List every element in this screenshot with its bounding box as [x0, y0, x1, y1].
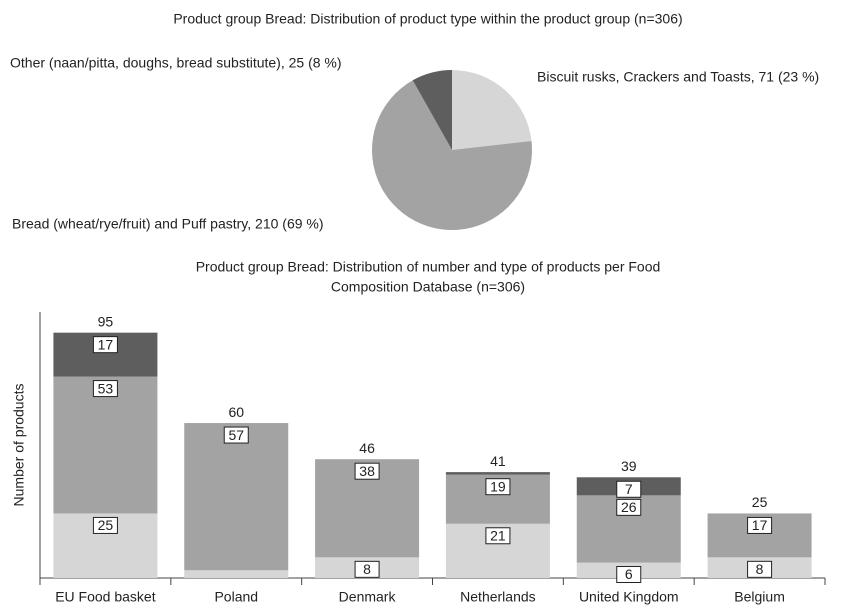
- x-tick-label: Belgium: [734, 589, 785, 605]
- label-box: [485, 478, 511, 496]
- segment-label: 38: [359, 463, 375, 479]
- segment-label: 17: [752, 517, 768, 533]
- bar-segment: [184, 570, 289, 578]
- total-label: 46: [359, 440, 375, 456]
- pie-title: Product group Bread: Distribution of pro…: [173, 11, 682, 27]
- segment-label: 7: [625, 481, 633, 497]
- segment-label: 21: [490, 527, 506, 543]
- segment-label: 26: [621, 499, 637, 515]
- label-box: [616, 566, 642, 584]
- x-tick-label: United Kingdom: [579, 589, 679, 605]
- total-label: 95: [98, 313, 114, 329]
- x-tick-label: Poland: [214, 589, 258, 605]
- label-box: [92, 516, 118, 534]
- segment-label: 6: [625, 566, 633, 582]
- label-box: [354, 560, 380, 578]
- bar-title: Product group Bread: Distribution of num…: [196, 259, 661, 275]
- label-box: [747, 516, 773, 534]
- slice-label: Bread (wheat/rye/fruit) and Puff pastry,…: [12, 216, 324, 232]
- label-box: [92, 380, 118, 398]
- segment-label: 57: [228, 427, 244, 443]
- label-box: [616, 498, 642, 516]
- x-tick-label: Denmark: [339, 589, 397, 605]
- slice-label: Biscuit rusks, Crackers and Toasts, 71 (…: [537, 69, 819, 85]
- bar-segment: [184, 423, 289, 571]
- bar-title: Composition Database (n=306): [331, 279, 525, 295]
- slice-label: Other (naan/pitta, doughs, bread substit…: [10, 55, 342, 71]
- bar-segment: [53, 376, 158, 514]
- segment-label: 8: [756, 561, 764, 577]
- label-box: [354, 462, 380, 480]
- label-box: [92, 336, 118, 354]
- label-box: [485, 527, 511, 545]
- pie-slice: [412, 70, 452, 150]
- label-box: [616, 480, 642, 498]
- bar-segment: [445, 472, 550, 475]
- total-label: 60: [228, 404, 244, 420]
- total-label: 39: [621, 458, 637, 474]
- x-tick-label: EU Food basket: [55, 589, 155, 605]
- total-label: 25: [752, 494, 768, 510]
- segment-label: 17: [98, 336, 114, 352]
- label-box: [747, 560, 773, 578]
- pie-slice: [452, 70, 532, 150]
- x-tick-label: Netherlands: [460, 589, 536, 605]
- segment-label: 19: [490, 478, 506, 494]
- label-box: [223, 426, 249, 444]
- segment-label: 25: [98, 517, 114, 533]
- segment-label: 8: [363, 561, 371, 577]
- total-label: 41: [490, 453, 506, 469]
- pie-slice: [372, 80, 532, 231]
- y-axis-label: Number of products: [11, 384, 27, 507]
- segment-label: 53: [98, 380, 114, 396]
